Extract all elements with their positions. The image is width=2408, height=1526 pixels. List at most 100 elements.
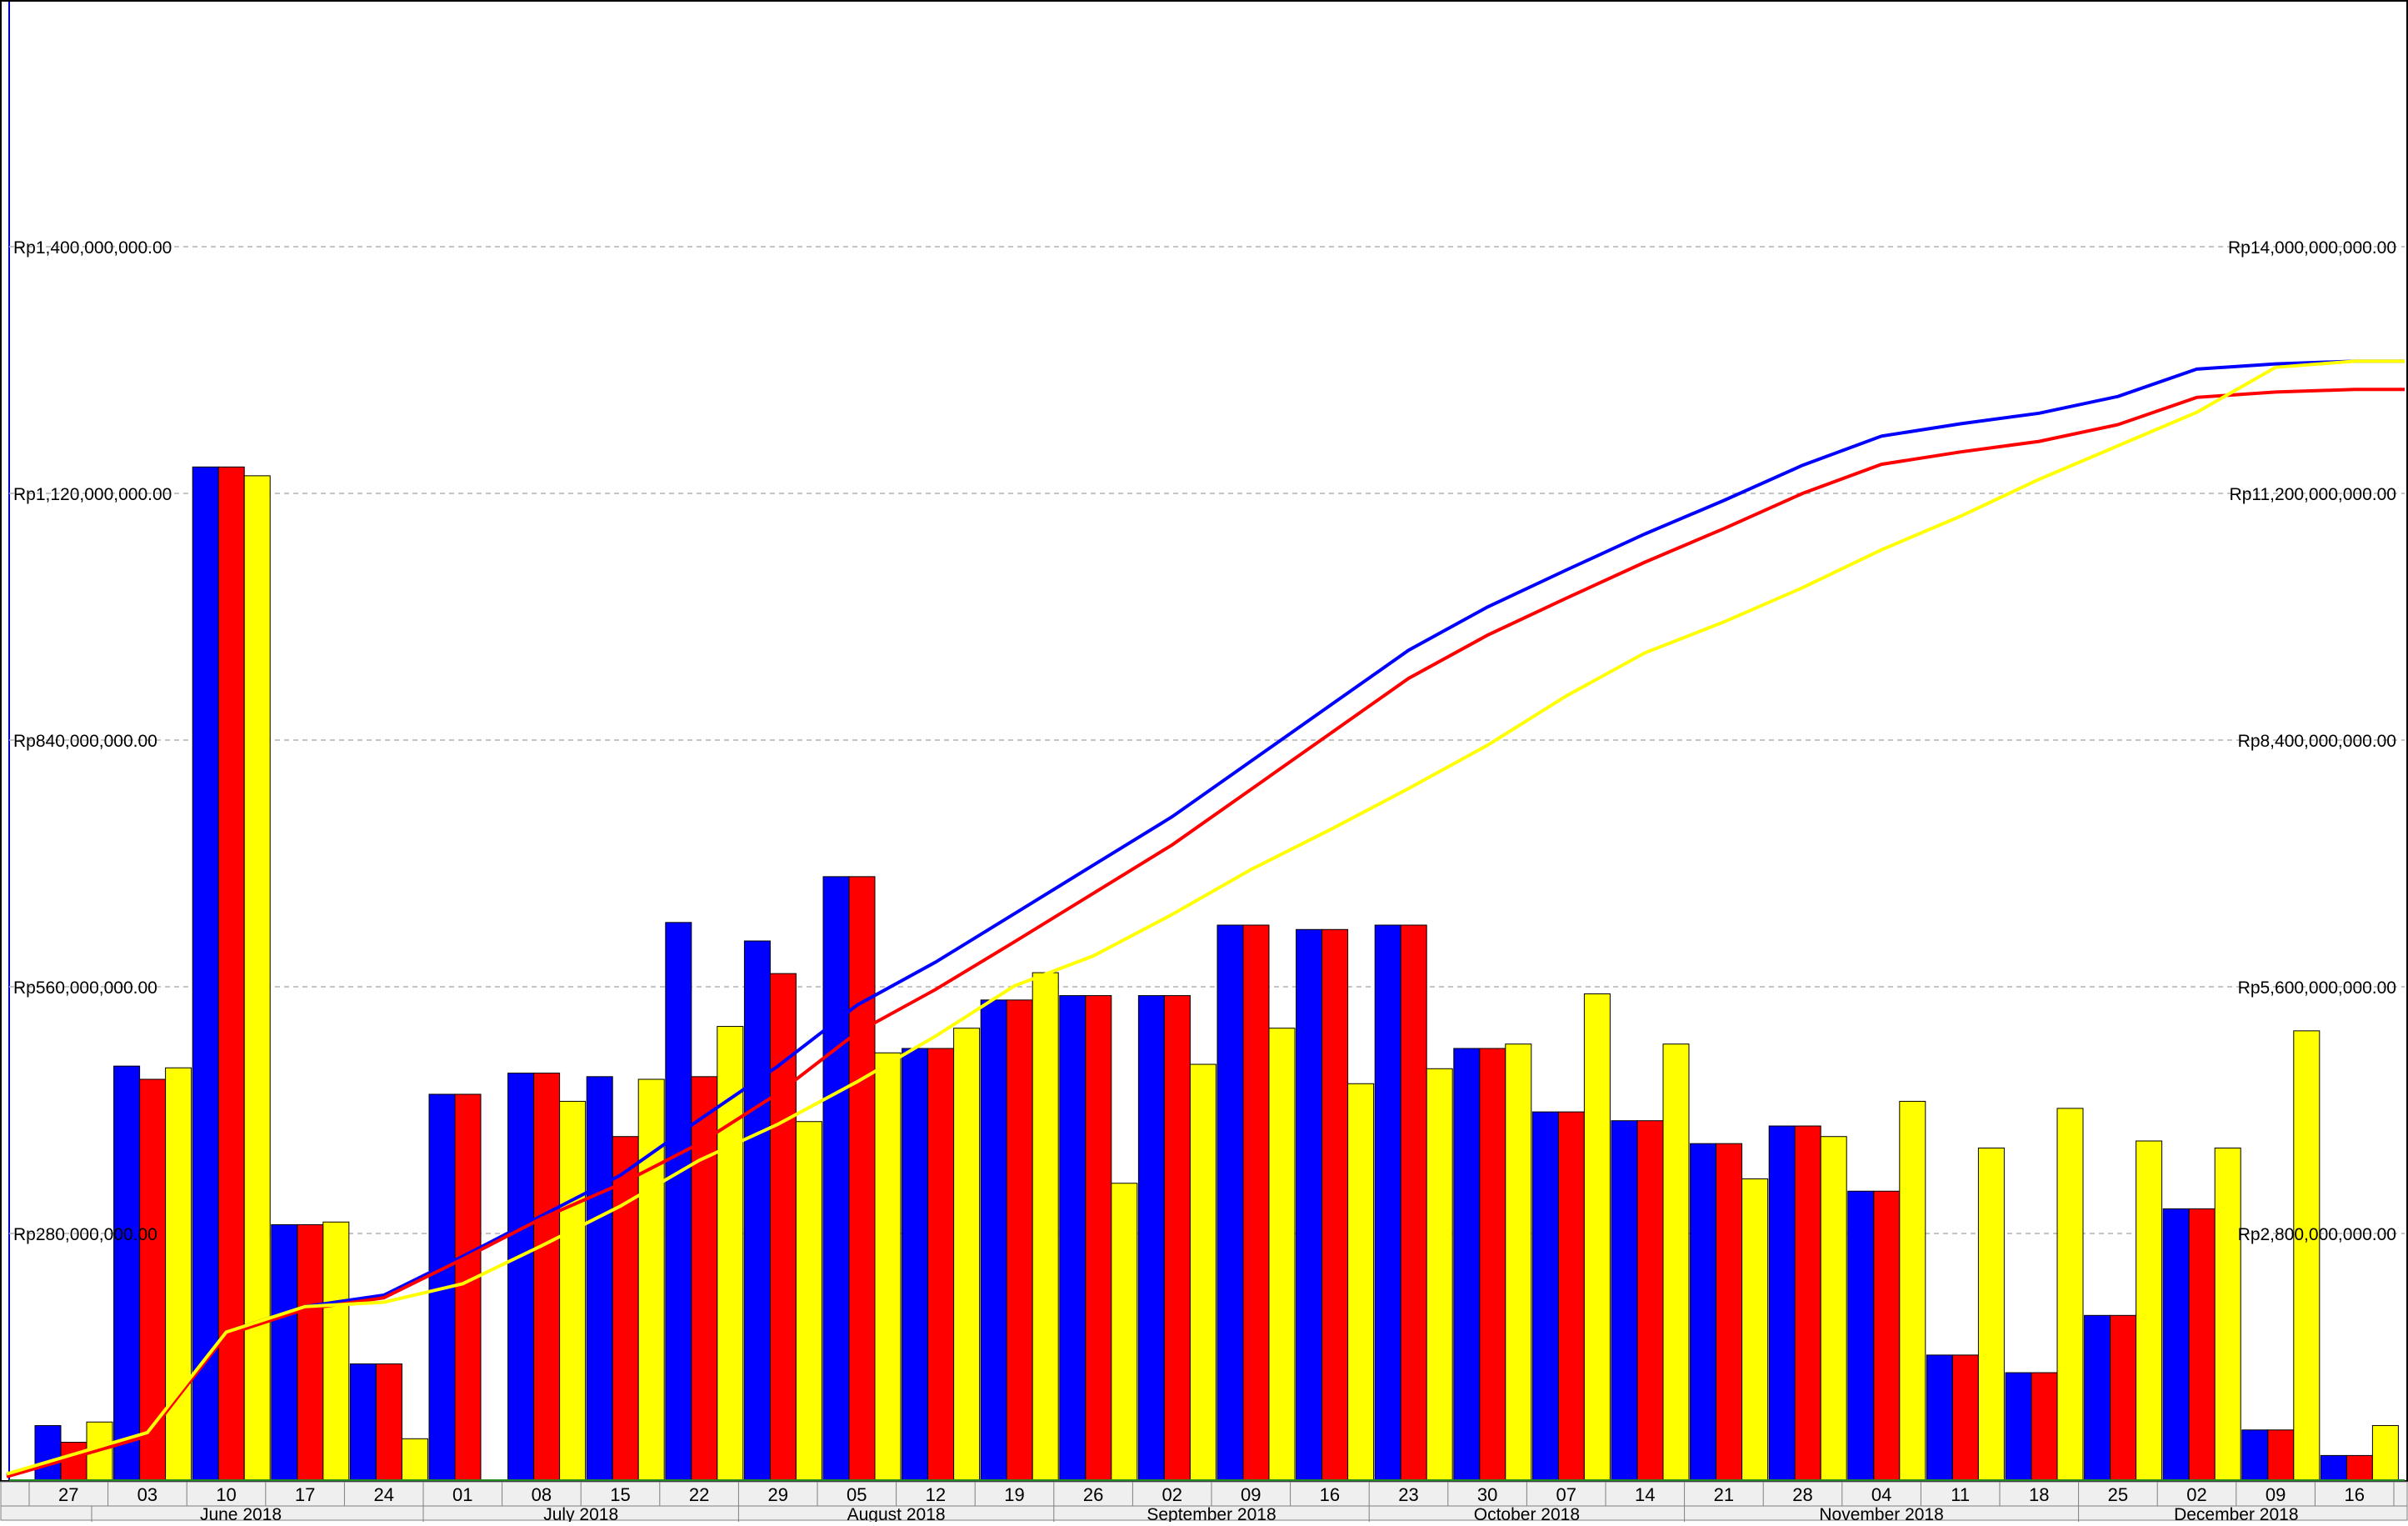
bar (1032, 972, 1059, 1481)
x-tick-label: 01 (452, 1484, 472, 1505)
bar (795, 1121, 822, 1481)
bar (953, 1028, 981, 1481)
x-tick-label: 30 (1477, 1484, 1497, 1505)
bar (902, 1048, 929, 1481)
x-tick-label: 10 (216, 1484, 236, 1505)
bar (454, 1093, 482, 1481)
x-tick-label: 09 (1241, 1484, 1261, 1505)
bar (1531, 1111, 1559, 1481)
bar (165, 1067, 192, 1481)
bar (665, 922, 692, 1481)
bar (2293, 1030, 2321, 1481)
bar (1111, 1183, 1138, 1481)
bar (2214, 1147, 2241, 1481)
bar (2056, 1108, 2084, 1481)
bar (1400, 924, 1427, 1481)
bar (874, 1052, 902, 1481)
month-label: June 2018 (200, 1505, 282, 1522)
bar (2188, 1208, 2216, 1481)
y-tick-label: Rp1,120,000,000.00 (13, 485, 172, 504)
bar (192, 466, 219, 1481)
y-tick-label: Rp1,400,000,000.00 (13, 238, 172, 258)
bar (2267, 1429, 2295, 1481)
bar (1059, 995, 1087, 1481)
bar (2005, 1372, 2032, 1481)
cumulative-line (6, 359, 2405, 1476)
bar (1557, 1111, 1585, 1481)
bar (743, 940, 771, 1481)
bar (1662, 1043, 1690, 1481)
bar (271, 1223, 298, 1481)
bar (822, 876, 850, 1481)
bar (2031, 1372, 2058, 1481)
y2-tick-label: Rp8,400,000,000.00 (2238, 732, 2396, 751)
bar (243, 475, 271, 1481)
bar (1741, 1178, 1769, 1481)
bar (34, 1424, 62, 1481)
bar (507, 1073, 535, 1481)
axes: Rp280,000,000.00 Rp2,800,000,000.00 Rp560,… (0, 238, 2408, 1524)
bar (1847, 1190, 1875, 1481)
bar (1216, 924, 1244, 1481)
bar (2320, 1454, 2347, 1481)
month-label: November 2018 (1819, 1505, 1943, 1522)
bar (769, 973, 797, 1481)
bar (1006, 999, 1033, 1481)
bar (1899, 1100, 1926, 1481)
bar (1137, 995, 1165, 1481)
month-label: September 2018 (1147, 1505, 1276, 1522)
bar (637, 1078, 665, 1481)
x-tick-label: 15 (610, 1484, 630, 1505)
y2-tick-label: Rp14,000,000,000.00 (2228, 238, 2396, 258)
bar (2371, 1424, 2399, 1481)
bar (1505, 1043, 1532, 1481)
bar (1820, 1136, 1847, 1481)
bar (1085, 995, 1112, 1481)
month-label: October 2018 (1474, 1505, 1580, 1522)
x-tick-label: 03 (137, 1484, 157, 1505)
x-tick-label: 21 (1714, 1484, 1734, 1505)
y-tick-label: Rp280,000,000.00 (13, 1225, 157, 1244)
x-axis-band (0, 1481, 2408, 1521)
bar (1951, 1354, 1979, 1481)
bar (980, 999, 1007, 1481)
y-tick-label: Rp560,000,000.00 (13, 978, 157, 998)
cumulative-line (6, 359, 2405, 1477)
bar (1768, 1125, 1796, 1481)
x-tick-label: 26 (1083, 1484, 1103, 1505)
x-tick-label: 12 (926, 1484, 946, 1505)
bar (113, 1065, 141, 1481)
bar (1453, 1048, 1481, 1481)
x-tick-label: 27 (58, 1484, 78, 1505)
bar (1163, 995, 1191, 1481)
bar (1690, 1143, 1717, 1481)
x-tick-label: 07 (1556, 1484, 1576, 1505)
bar (612, 1136, 639, 1481)
bar (1374, 924, 1401, 1481)
bar (533, 1073, 561, 1481)
x-tick-label: 22 (689, 1484, 709, 1505)
bar (2162, 1208, 2190, 1481)
bar (401, 1438, 428, 1481)
bar (1347, 1083, 1375, 1481)
bar (848, 876, 876, 1481)
x-tick-label: 16 (1320, 1484, 1340, 1505)
y2-tick-label: Rp11,200,000,000.00 (2230, 485, 2396, 504)
bar (1716, 1143, 1743, 1481)
bar (2346, 1454, 2373, 1481)
bar (297, 1223, 324, 1481)
bar (1611, 1120, 1638, 1481)
month-label: December 2018 (2174, 1505, 2298, 1522)
bar (2084, 1314, 2111, 1481)
x-tick-label: 02 (1162, 1484, 1182, 1505)
bar (1794, 1125, 1821, 1481)
x-tick-label: 08 (532, 1484, 552, 1505)
x-tick-label: 17 (295, 1484, 315, 1505)
bar (1296, 928, 1323, 1481)
bar (1321, 928, 1349, 1481)
y-tick-label: Rp840,000,000.00 (13, 732, 157, 751)
month-label: August 2018 (847, 1505, 946, 1522)
x-tick-label: 28 (1792, 1484, 1812, 1505)
